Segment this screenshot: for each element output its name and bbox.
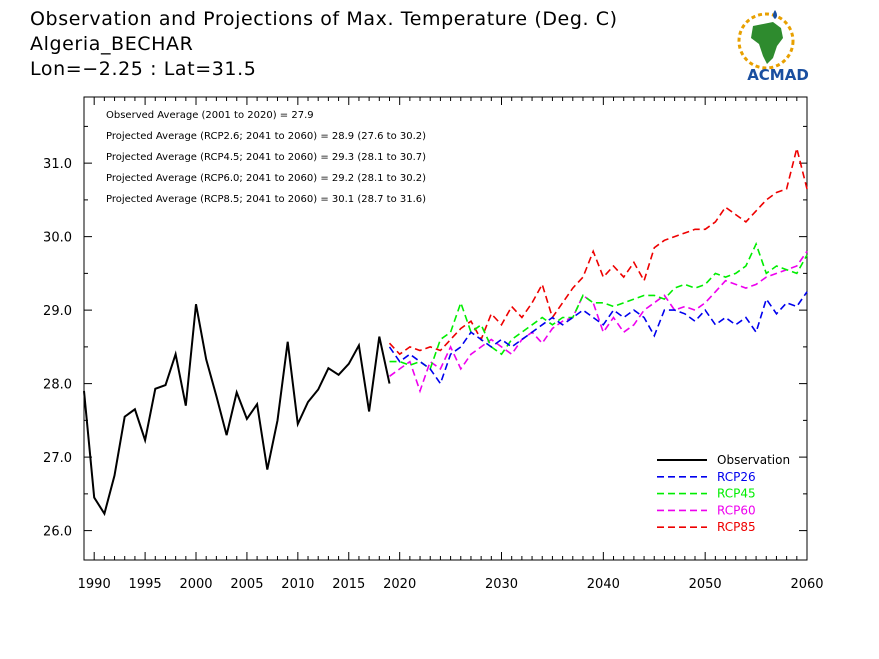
- logo-text: ACMAD: [747, 66, 809, 84]
- stats-annotation: Observed Average (2001 to 2020) = 27.9 P…: [106, 110, 426, 205]
- y-tick-label: 28.0: [43, 378, 72, 393]
- acmad-logo: ACMAD: [737, 10, 809, 84]
- stat-rcp85: Projected Average (RCP8.5; 2041 to 2060)…: [106, 194, 426, 205]
- series-rcp26-line: [388, 291, 808, 386]
- africa-map-logo-icon: [737, 10, 795, 70]
- legend-label-observation: Observation: [717, 453, 790, 467]
- series-layer: [83, 148, 808, 517]
- x-tick-label: 2040: [587, 577, 620, 592]
- x-tick-label: 1995: [129, 577, 162, 592]
- series-rcp45-line: [389, 241, 808, 371]
- legend-label-rcp60: RCP60: [717, 503, 756, 517]
- y-tick-label: 30.0: [43, 231, 72, 246]
- stat-rcp26: Projected Average (RCP2.6; 2041 to 2060)…: [106, 131, 426, 142]
- coordinates-label: Lon=−2.25 : Lat=31.5: [30, 58, 257, 80]
- series-rcp85-line: [388, 148, 808, 356]
- legend-label-rcp26: RCP26: [717, 470, 756, 484]
- stat-rcp60: Projected Average (RCP6.0; 2041 to 2060)…: [106, 173, 426, 184]
- x-tick-label: 2005: [230, 577, 263, 592]
- x-tick-label: 1990: [78, 577, 111, 592]
- x-tick-label: 2015: [332, 577, 365, 592]
- y-tick-label: 31.0: [43, 157, 72, 172]
- x-tick-label: 2000: [179, 577, 212, 592]
- series-observation-line: [83, 304, 391, 517]
- x-axis: 1990 1995 2000 2005 2010 2015 2020 2030 2040 2050…: [78, 97, 824, 592]
- x-tick-label: 2010: [281, 577, 314, 592]
- y-axis: 26.0 27.0 28.0 29.0 30.0 31.0: [43, 125, 807, 540]
- plot-frame: [83, 96, 808, 561]
- x-tick-label: 2030: [485, 577, 518, 592]
- legend: Observation RCP26 RCP45 RCP60 RCP85: [657, 453, 790, 534]
- chart-title: Observation and Projections of Max. Temp…: [30, 8, 618, 30]
- stat-rcp45: Projected Average (RCP4.5; 2041 to 2060)…: [106, 152, 426, 163]
- stat-observed: Observed Average (2001 to 2020) = 27.9: [106, 110, 314, 121]
- legend-label-rcp45: RCP45: [717, 487, 756, 501]
- x-tick-label: 2020: [383, 577, 416, 592]
- series-rcp60-line: [389, 250, 808, 394]
- location-label: Algeria_BECHAR: [30, 33, 194, 55]
- y-tick-label: 29.0: [43, 304, 72, 319]
- x-tick-label: 2060: [790, 577, 823, 592]
- x-tick-label: 2050: [689, 577, 722, 592]
- y-tick-label: 26.0: [43, 525, 72, 540]
- legend-label-rcp85: RCP85: [717, 520, 756, 534]
- y-tick-label: 27.0: [43, 451, 72, 466]
